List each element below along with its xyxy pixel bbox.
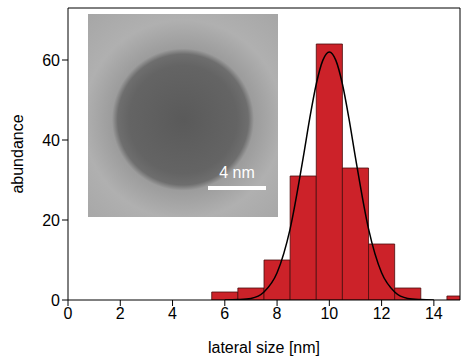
svg-text:0: 0 (64, 305, 73, 322)
svg-text:12: 12 (373, 305, 391, 322)
svg-text:6: 6 (220, 305, 229, 322)
svg-text:8: 8 (273, 305, 282, 322)
svg-text:abundance: abundance (9, 114, 26, 193)
svg-text:40: 40 (42, 132, 60, 149)
svg-text:10: 10 (320, 305, 338, 322)
svg-text:14: 14 (425, 305, 443, 322)
svg-text:60: 60 (42, 52, 60, 69)
svg-text:0: 0 (51, 292, 60, 309)
svg-text:lateral size [nm]: lateral size [nm] (208, 339, 320, 356)
html-text:4 nm: 4 nm (219, 164, 255, 181)
svg-text:20: 20 (42, 212, 60, 229)
svg-text:2: 2 (116, 305, 125, 322)
svg-text:4: 4 (168, 305, 177, 322)
